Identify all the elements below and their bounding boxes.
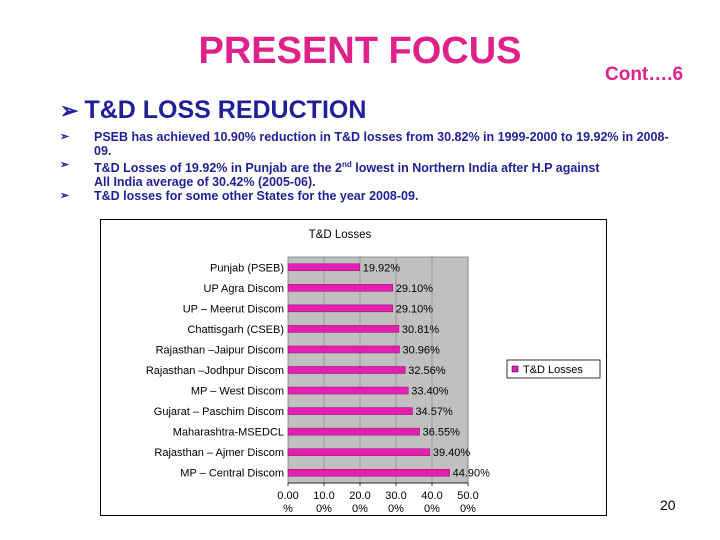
category-label: Rajasthan –Jodhpur Discom (146, 365, 284, 377)
superscript: nd (342, 160, 352, 169)
legend-box (506, 359, 601, 379)
x-tick-label: 50.0 (457, 490, 478, 502)
x-tick-label-unit: % (283, 503, 293, 515)
bar (287, 263, 360, 272)
category-label: Punjab (PSEB) (210, 262, 284, 274)
arrowhead-bullet-icon: ➢ (60, 159, 70, 171)
data-label: 29.10% (396, 283, 434, 295)
bullet-text: T&D Losses of 19.92% in Punjab are the 2… (94, 160, 600, 190)
data-label: 32.56% (408, 365, 446, 377)
bar (287, 427, 420, 436)
x-tick-label: 30.0 (385, 490, 406, 502)
x-tick-label-unit: 0% (460, 503, 476, 515)
chart: T&D Losses 19.92% 29.10% 29.10% 30.81% 30.96… (100, 219, 607, 516)
bullet-item: ➢ T&D losses for some other States for th… (60, 189, 680, 203)
page-number: 20 (660, 497, 676, 513)
bar (287, 448, 431, 456)
x-tick-label-unit: 0% (388, 503, 404, 515)
x-tick-label-unit: 0% (424, 503, 440, 515)
chart-title: T&D Losses (309, 229, 372, 241)
data-label: 33.40% (411, 386, 449, 398)
category-label: Rajasthan –Jaipur Discom (156, 344, 284, 356)
x-tick-label: 0.00 (277, 490, 298, 502)
bullet-item: ➢ T&D Losses of 19.92% in Punjab are the … (60, 158, 680, 189)
category-label: Gujarat – Paschim Discom (154, 406, 284, 418)
slide-title: PRESENT FOCUS (198, 30, 522, 72)
bullet-text-part: T&D Losses of 19.92% in Punjab are the 2 (94, 161, 342, 176)
legend: T&D Losses (506, 359, 601, 379)
data-label: 39.40% (433, 447, 471, 459)
category-label: Chattisgarh (CSEB) (187, 324, 284, 336)
category-label: UP Agra Discom (204, 283, 285, 295)
data-label: 29.10% (396, 303, 434, 315)
bullet-text-part: All India average of 30.42% (2005-06). (94, 175, 316, 190)
data-label: 36.55% (423, 427, 461, 439)
x-tick-label-unit: 0% (352, 503, 368, 515)
legend-label: T&D Losses (523, 364, 583, 376)
continuation-label: Cont….6 (605, 64, 684, 85)
bar (287, 407, 413, 415)
category-label: Rajasthan – Ajmer Discom (154, 447, 284, 459)
x-tick-label: 20.0 (349, 490, 370, 502)
arrowhead-bullet-icon: ➢ (60, 131, 70, 143)
data-label: 44.90% (453, 468, 491, 480)
data-label: 30.96% (402, 344, 440, 356)
legend-swatch (511, 365, 519, 373)
bullet-item: ➢ PSEB has achieved 10.90% reduction in T… (60, 130, 680, 158)
data-label: 30.81% (402, 324, 440, 336)
bar (287, 468, 450, 477)
bar (287, 284, 394, 292)
bar (287, 345, 400, 354)
x-tick-label-unit: 0% (316, 503, 332, 515)
category-label: Maharashtra-MSEDCL (173, 427, 284, 439)
td-losses-bar-chart: T&D Losses 19.92% 29.10% 29.10% 30.81% 30.96… (100, 219, 607, 516)
arrowhead-bullet-icon: ➢ (60, 98, 79, 123)
bar (287, 386, 409, 395)
data-label: 34.57% (415, 406, 453, 418)
bar (287, 304, 394, 313)
arrowhead-bullet-icon: ➢ (60, 190, 70, 203)
bullet-text: T&D losses for some other States for the… (94, 189, 419, 204)
category-label: UP – Meerut Discom (183, 303, 284, 315)
bullet-text-part: lowest in Northern India after H.P again… (351, 161, 600, 176)
data-label: 19.92% (363, 262, 401, 274)
section-heading-text: T&D LOSS REDUCTION (84, 96, 367, 124)
x-tick-label: 40.0 (421, 490, 442, 502)
x-tick-label: 10.0 (313, 490, 334, 502)
bar (287, 325, 400, 333)
category-label: MP – West Discom (191, 386, 284, 398)
category-label: MP – Central Discom (180, 468, 284, 480)
bullet-text: PSEB has achieved 10.90% reduction in T&… (94, 130, 669, 158)
bar (287, 366, 406, 374)
bullet-list: ➢ PSEB has achieved 10.90% reduction in T… (60, 130, 680, 203)
section-heading: ➢ T&D LOSS REDUCTION (60, 96, 366, 125)
